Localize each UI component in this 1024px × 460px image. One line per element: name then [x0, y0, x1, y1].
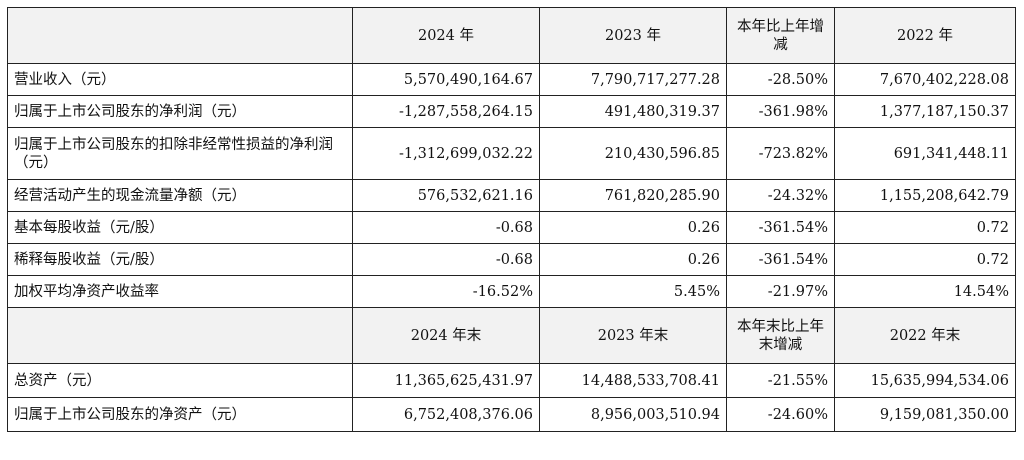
- table-header-row-year-end: 2024 年末 2023 年末 本年末比上年末增减 2022 年末: [7, 307, 1016, 364]
- value-change: -361.54%: [726, 243, 835, 276]
- value-2023: 210,430,596.85: [539, 127, 727, 180]
- value-change: -361.98%: [726, 95, 835, 128]
- header-label-cell: [7, 307, 353, 364]
- value-2024: 11,365,625,431.97: [352, 363, 540, 398]
- table-header-row: 2024 年 2023 年 本年比上年增减 2022 年: [7, 7, 1016, 64]
- value-2023: 7,790,717,277.28: [539, 63, 727, 96]
- table-row: 稀释每股收益（元/股） -0.68 0.26 -361.54% 0.72: [7, 243, 1016, 276]
- value-2022: 0.72: [834, 243, 1016, 276]
- value-change: -361.54%: [726, 211, 835, 244]
- value-2023: 14,488,533,708.41: [539, 363, 727, 398]
- table-row: 归属于上市公司股东的扣除非经常性损益的净利润（元） -1,312,699,032…: [7, 127, 1016, 180]
- header-2022: 2022 年: [834, 7, 1016, 64]
- row-label: 营业收入（元）: [7, 63, 353, 96]
- row-label: 归属于上市公司股东的净资产（元）: [7, 397, 353, 432]
- header-2024-year-end: 2024 年末: [352, 307, 540, 364]
- value-2024: 576,532,621.16: [352, 179, 540, 212]
- header-2024: 2024 年: [352, 7, 540, 64]
- value-change: -723.82%: [726, 127, 835, 180]
- value-2023: 0.26: [539, 211, 727, 244]
- table-row: 总资产（元） 11,365,625,431.97 14,488,533,708.…: [7, 363, 1016, 398]
- value-2022: 0.72: [834, 211, 1016, 244]
- value-change: -24.32%: [726, 179, 835, 212]
- value-2023: 0.26: [539, 243, 727, 276]
- table-row: 加权平均净资产收益率 -16.52% 5.45% -21.97% 14.54%: [7, 275, 1016, 308]
- value-2022: 9,159,081,350.00: [834, 397, 1016, 432]
- value-2024: -1,312,699,032.22: [352, 127, 540, 180]
- value-2023: 761,820,285.90: [539, 179, 727, 212]
- header-2023-year-end: 2023 年末: [539, 307, 727, 364]
- value-2022: 14.54%: [834, 275, 1016, 308]
- value-2022: 1,155,208,642.79: [834, 179, 1016, 212]
- header-year-end-change: 本年末比上年末增减: [726, 307, 835, 364]
- header-2022-year-end: 2022 年末: [834, 307, 1016, 364]
- value-2024: 5,570,490,164.67: [352, 63, 540, 96]
- header-2023: 2023 年: [539, 7, 727, 64]
- value-2024: -1,287,558,264.15: [352, 95, 540, 128]
- value-2023: 5.45%: [539, 275, 727, 308]
- header-yoy-change: 本年比上年增减: [726, 7, 835, 64]
- financial-summary-table: 2024 年 2023 年 本年比上年增减 2022 年 营业收入（元） 5,5…: [7, 7, 1016, 432]
- value-2023: 491,480,319.37: [539, 95, 727, 128]
- header-label-cell: [7, 7, 353, 64]
- value-change: -21.97%: [726, 275, 835, 308]
- value-2022: 7,670,402,228.08: [834, 63, 1016, 96]
- row-label: 稀释每股收益（元/股）: [7, 243, 353, 276]
- value-2024: -0.68: [352, 243, 540, 276]
- table-row: 基本每股收益（元/股） -0.68 0.26 -361.54% 0.72: [7, 211, 1016, 244]
- value-2023: 8,956,003,510.94: [539, 397, 727, 432]
- value-2022: 1,377,187,150.37: [834, 95, 1016, 128]
- row-label: 归属于上市公司股东的扣除非经常性损益的净利润（元）: [7, 127, 353, 180]
- row-label: 归属于上市公司股东的净利润（元）: [7, 95, 353, 128]
- table-row: 归属于上市公司股东的净利润（元） -1,287,558,264.15 491,4…: [7, 95, 1016, 128]
- row-label: 基本每股收益（元/股）: [7, 211, 353, 244]
- row-label: 总资产（元）: [7, 363, 353, 398]
- row-label: 加权平均净资产收益率: [7, 275, 353, 308]
- value-2022: 691,341,448.11: [834, 127, 1016, 180]
- value-change: -21.55%: [726, 363, 835, 398]
- value-2024: 6,752,408,376.06: [352, 397, 540, 432]
- table-row: 经营活动产生的现金流量净额（元） 576,532,621.16 761,820,…: [7, 179, 1016, 212]
- row-label: 经营活动产生的现金流量净额（元）: [7, 179, 353, 212]
- value-change: -24.60%: [726, 397, 835, 432]
- value-2024: -0.68: [352, 211, 540, 244]
- table-row: 营业收入（元） 5,570,490,164.67 7,790,717,277.2…: [7, 63, 1016, 96]
- table-row: 归属于上市公司股东的净资产（元） 6,752,408,376.06 8,956,…: [7, 397, 1016, 432]
- value-2024: -16.52%: [352, 275, 540, 308]
- value-2022: 15,635,994,534.06: [834, 363, 1016, 398]
- value-change: -28.50%: [726, 63, 835, 96]
